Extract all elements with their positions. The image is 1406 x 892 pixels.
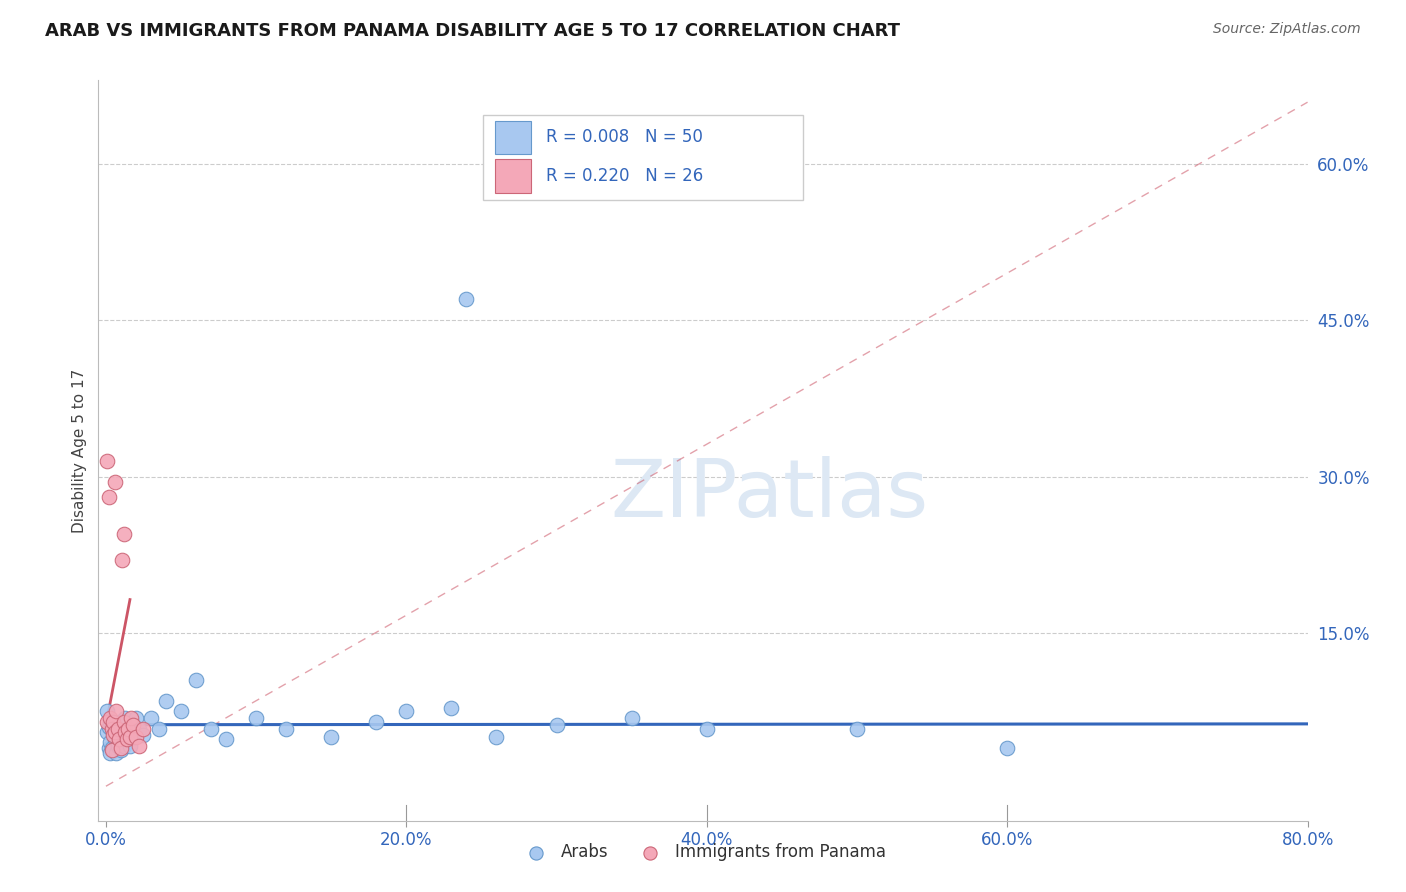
- Point: [100, 714, 122, 729]
- Point: [117, 722, 139, 736]
- Point: [96, 704, 118, 718]
- Point: [122, 730, 145, 744]
- Point: [107, 739, 129, 753]
- Point: [103, 714, 125, 729]
- Point: [170, 704, 193, 718]
- Text: R = 0.008   N = 50: R = 0.008 N = 50: [546, 128, 703, 146]
- Text: R = 0.220   N = 26: R = 0.220 N = 26: [546, 167, 703, 185]
- Point: [139, 711, 162, 725]
- Point: [110, 743, 132, 757]
- Point: [101, 740, 124, 755]
- Point: [101, 722, 124, 736]
- Point: [104, 732, 127, 747]
- Point: [105, 704, 128, 718]
- Point: [100, 711, 122, 725]
- Point: [121, 711, 143, 725]
- Point: [155, 694, 177, 708]
- Point: [105, 730, 128, 744]
- Point: [111, 553, 134, 567]
- Point: [215, 732, 238, 747]
- Point: [108, 732, 131, 747]
- Point: [696, 722, 718, 736]
- Point: [101, 720, 124, 734]
- Text: Source: ZipAtlas.com: Source: ZipAtlas.com: [1213, 22, 1361, 37]
- Point: [366, 714, 388, 729]
- Point: [112, 739, 135, 753]
- Point: [200, 722, 222, 736]
- Point: [100, 746, 122, 760]
- Point: [114, 725, 136, 739]
- Point: [97, 491, 120, 505]
- Point: [245, 711, 267, 725]
- Point: [395, 704, 418, 718]
- Point: [128, 722, 150, 736]
- Point: [96, 725, 118, 739]
- Point: [107, 722, 129, 736]
- Point: [122, 717, 145, 731]
- Point: [115, 730, 138, 744]
- Point: [101, 743, 124, 757]
- Point: [118, 739, 141, 753]
- Point: [96, 454, 118, 468]
- Point: [125, 730, 148, 744]
- Point: [440, 701, 463, 715]
- Point: [100, 735, 122, 749]
- Point: [132, 728, 155, 742]
- Point: [546, 717, 568, 731]
- Point: [103, 725, 125, 739]
- Point: [321, 730, 343, 744]
- Point: [110, 725, 132, 739]
- Point: [846, 722, 869, 736]
- Point: [115, 732, 138, 747]
- Point: [110, 740, 132, 755]
- Bar: [495, 160, 531, 193]
- Point: [104, 717, 127, 731]
- Point: [118, 730, 141, 744]
- Point: [485, 730, 508, 744]
- Text: ZIPatlas: ZIPatlas: [610, 456, 928, 534]
- Point: [276, 722, 298, 736]
- Point: [114, 711, 136, 725]
- Point: [108, 732, 131, 747]
- Point: [112, 527, 135, 541]
- Legend: Arabs, Immigrants from Panama: Arabs, Immigrants from Panama: [513, 837, 893, 868]
- Point: [184, 673, 207, 687]
- Point: [104, 725, 127, 739]
- Point: [125, 711, 148, 725]
- Point: [97, 740, 120, 755]
- Point: [112, 714, 135, 729]
- Point: [148, 722, 170, 736]
- Point: [105, 746, 128, 760]
- Bar: [495, 121, 531, 154]
- Point: [456, 292, 478, 306]
- Point: [104, 475, 127, 489]
- Y-axis label: Disability Age 5 to 17: Disability Age 5 to 17: [72, 368, 87, 533]
- Point: [132, 722, 155, 736]
- Point: [96, 714, 118, 729]
- FancyBboxPatch shape: [482, 115, 803, 200]
- Point: [128, 739, 150, 753]
- Point: [103, 728, 125, 742]
- Point: [111, 728, 134, 742]
- Text: ARAB VS IMMIGRANTS FROM PANAMA DISABILITY AGE 5 TO 17 CORRELATION CHART: ARAB VS IMMIGRANTS FROM PANAMA DISABILIT…: [45, 22, 900, 40]
- Point: [620, 711, 643, 725]
- Point: [995, 740, 1018, 755]
- Point: [97, 720, 120, 734]
- Point: [117, 722, 139, 736]
- Point: [103, 743, 125, 757]
- Point: [108, 714, 131, 729]
